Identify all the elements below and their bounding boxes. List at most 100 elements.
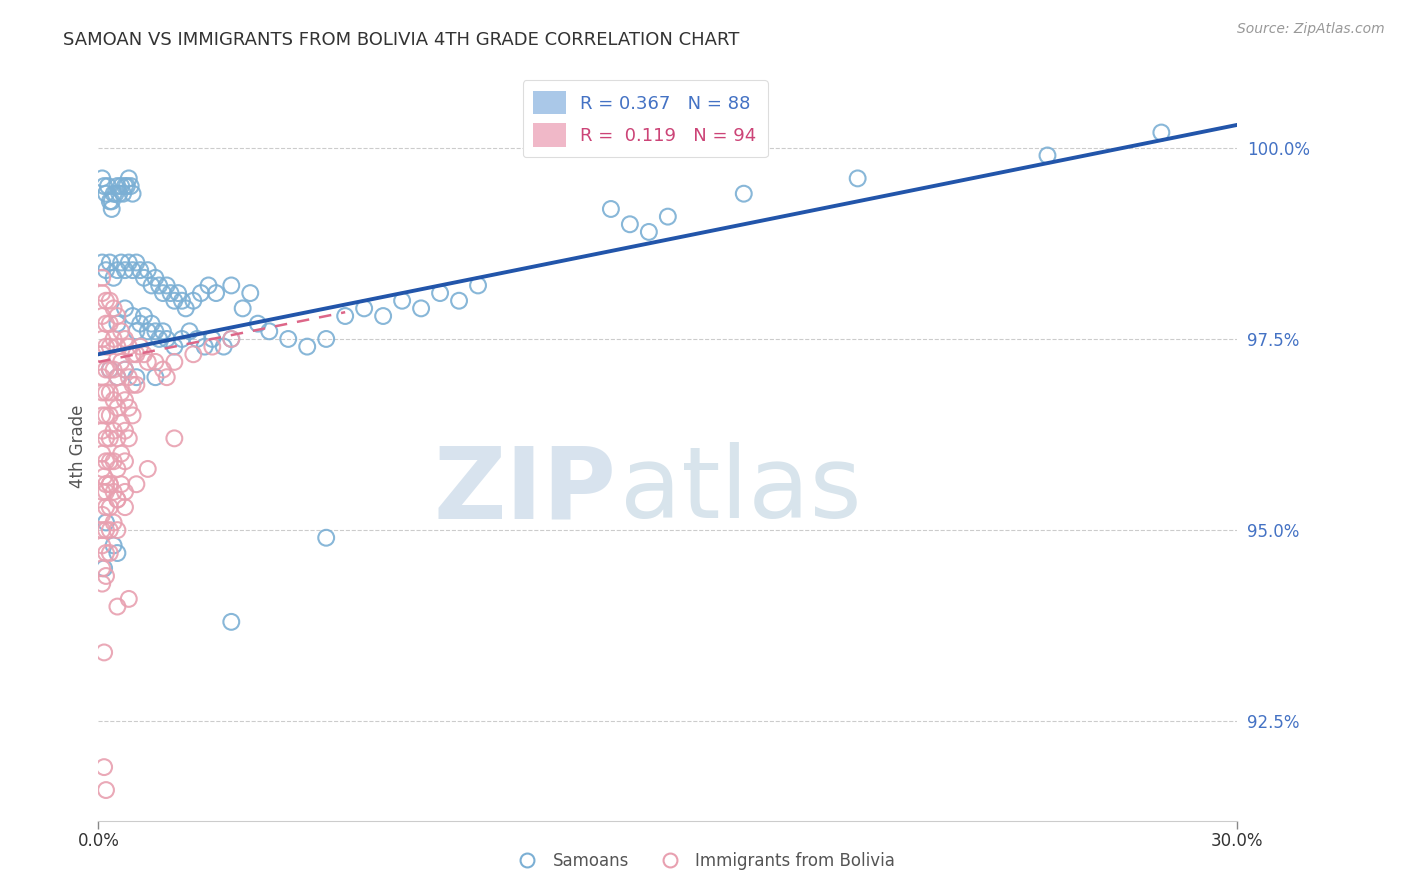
Point [125, 347, 148, 361]
Point [148, 278, 170, 293]
Point [94, 477, 117, 491]
Point [335, 309, 357, 323]
Point [107, 370, 129, 384]
Point [94, 546, 117, 560]
Point [447, 293, 470, 308]
Point [114, 179, 136, 194]
Point [91, 538, 114, 552]
Point [297, 340, 319, 354]
Point [110, 324, 132, 338]
Point [91, 462, 114, 476]
Point [136, 355, 159, 369]
Point [174, 301, 197, 316]
Point [91, 171, 114, 186]
Point [125, 370, 148, 384]
Point [107, 523, 129, 537]
Point [107, 492, 129, 507]
Point [94, 293, 117, 308]
Point [125, 324, 148, 338]
Point [110, 355, 132, 369]
Point [125, 377, 148, 392]
Point [110, 385, 132, 400]
Point [103, 424, 125, 438]
Point [94, 385, 117, 400]
Point [846, 171, 869, 186]
Point [94, 186, 117, 201]
Point [118, 255, 141, 269]
Point [156, 278, 179, 293]
Point [132, 309, 155, 323]
Point [121, 347, 143, 361]
Point [94, 500, 117, 515]
Point [114, 424, 136, 438]
Point [239, 286, 262, 301]
Point [201, 340, 224, 354]
Point [98, 477, 121, 491]
Point [91, 447, 114, 461]
Point [110, 179, 132, 194]
Point [163, 340, 186, 354]
Point [91, 561, 114, 575]
Point [277, 332, 299, 346]
Text: 30.0%: 30.0% [1211, 832, 1264, 850]
Point [103, 454, 125, 468]
Point [91, 508, 114, 522]
Point [93, 561, 115, 575]
Point [114, 454, 136, 468]
Point [93, 469, 115, 483]
Point [600, 202, 623, 216]
Point [114, 301, 136, 316]
Point [152, 362, 174, 376]
Point [103, 538, 125, 552]
Point [98, 409, 121, 423]
Point [103, 362, 125, 376]
Point [221, 278, 243, 293]
Point [163, 355, 186, 369]
Point [91, 385, 114, 400]
Point [657, 210, 679, 224]
Point [91, 286, 114, 301]
Point [103, 516, 125, 530]
Point [91, 424, 114, 438]
Point [91, 309, 114, 323]
Point [94, 523, 117, 537]
Point [118, 171, 141, 186]
Point [121, 377, 143, 392]
Point [259, 324, 281, 338]
Point [98, 523, 121, 537]
Point [94, 317, 117, 331]
Point [167, 286, 190, 301]
Point [110, 477, 132, 491]
Point [315, 332, 337, 346]
Point [315, 531, 337, 545]
Point [156, 370, 179, 384]
Point [94, 362, 117, 376]
Point [94, 431, 117, 445]
Point [183, 347, 205, 361]
Point [125, 255, 148, 269]
Point [107, 599, 129, 614]
Point [129, 263, 152, 277]
Point [107, 179, 129, 194]
Point [194, 340, 217, 354]
Point [94, 783, 117, 797]
Point [98, 431, 121, 445]
Point [94, 516, 117, 530]
Point [91, 484, 114, 499]
Point [94, 484, 117, 499]
Point [221, 332, 243, 346]
Point [97, 179, 120, 194]
Point [221, 332, 243, 346]
Point [100, 202, 122, 216]
Point [103, 332, 125, 346]
Point [93, 645, 115, 659]
Point [98, 194, 121, 209]
Point [103, 393, 125, 408]
Point [163, 293, 186, 308]
Legend: Samoans, Immigrants from Bolivia: Samoans, Immigrants from Bolivia [503, 846, 903, 877]
Point [107, 340, 129, 354]
Point [121, 409, 143, 423]
Point [98, 317, 121, 331]
Point [91, 409, 114, 423]
Text: SAMOAN VS IMMIGRANTS FROM BOLIVIA 4TH GRADE CORRELATION CHART: SAMOAN VS IMMIGRANTS FROM BOLIVIA 4TH GR… [63, 31, 740, 49]
